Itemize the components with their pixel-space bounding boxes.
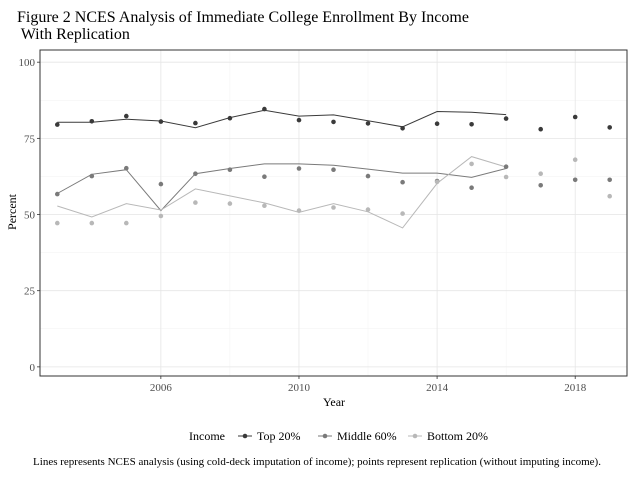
data-point-bottom-20	[365, 207, 371, 212]
y-axis-title: Percent	[5, 193, 19, 230]
legend: Income Top 20% Middle 60% Bottom 20%	[189, 429, 488, 443]
data-point-middle-60	[503, 164, 509, 169]
series-line-middle-60	[57, 163, 507, 212]
data-point-top-20	[89, 119, 95, 124]
x-axis-title: Year	[323, 395, 345, 409]
series-line-top-20	[57, 109, 507, 129]
data-point-top-20	[262, 106, 267, 112]
data-point-top-20	[434, 121, 440, 126]
data-point-middle-60	[400, 179, 405, 185]
data-point-middle-60	[124, 165, 129, 171]
legend-title: Income	[189, 429, 225, 443]
x-tick-label: 2014	[426, 382, 449, 394]
data-point-top-20	[538, 126, 543, 132]
data-point-bottom-20	[331, 205, 336, 210]
legend-key-top-20	[238, 433, 252, 439]
data-point-middle-60	[55, 191, 60, 197]
data-point-top-20	[400, 126, 405, 131]
data-point-middle-60	[296, 166, 302, 171]
data-point-top-20	[365, 121, 371, 126]
y-tick-label: 25	[24, 286, 36, 298]
data-point-bottom-20	[227, 201, 233, 206]
data-point-top-20	[503, 116, 509, 121]
data-point-middle-60	[89, 173, 95, 179]
data-point-bottom-20	[434, 179, 440, 185]
x-tick-label: 2018	[564, 382, 587, 394]
legend-key-point	[412, 433, 418, 439]
legend-label-top-20: Top 20%	[257, 429, 301, 443]
data-point-bottom-20	[503, 174, 509, 180]
chart-caption: Lines represents NCES analysis (using co…	[33, 456, 601, 468]
data-point-top-20	[124, 113, 129, 119]
chart-title: Figure 2 NCES Analysis of Immediate Coll…	[17, 9, 469, 43]
data-point-top-20	[469, 122, 474, 127]
data-point-bottom-20	[607, 193, 612, 199]
data-point-middle-60	[158, 181, 164, 187]
data-point-bottom-20	[55, 220, 60, 226]
data-point-middle-60	[538, 183, 543, 188]
axes: 2006 2010 2014 2018 0 25 50 75 100	[19, 57, 587, 394]
data-point-bottom-20	[469, 161, 474, 167]
panel-border	[39, 49, 628, 377]
data-point-top-20	[572, 114, 578, 120]
data-point-middle-60	[227, 167, 233, 172]
data-point-bottom-20	[400, 211, 405, 216]
data-point-bottom-20	[538, 171, 543, 176]
data-point-bottom-20	[158, 213, 164, 219]
data-point-middle-60	[331, 167, 336, 172]
y-tick-label: 75	[24, 133, 36, 145]
series-lines	[57, 109, 507, 229]
data-point-top-20	[296, 117, 302, 123]
data-point-top-20	[227, 115, 233, 121]
data-point-middle-60	[262, 174, 267, 179]
data-point-bottom-20	[193, 200, 198, 205]
y-tick-label: 50	[24, 210, 36, 222]
data-point-middle-60	[607, 177, 612, 183]
legend-key-point	[322, 433, 328, 439]
legend-key-point	[242, 433, 248, 439]
data-point-top-20	[55, 122, 60, 127]
legend-label-middle-60: Middle 60%	[337, 429, 397, 443]
data-point-middle-60	[193, 171, 198, 176]
data-point-bottom-20	[262, 203, 267, 208]
data-point-top-20	[607, 125, 612, 130]
data-point-middle-60	[365, 173, 371, 179]
data-point-bottom-20	[89, 220, 95, 226]
data-point-bottom-20	[296, 208, 302, 213]
series-line-bottom-20	[57, 156, 507, 229]
data-point-middle-60	[572, 177, 578, 183]
data-point-top-20	[331, 119, 336, 125]
data-point-top-20	[193, 120, 198, 126]
data-point-middle-60	[469, 185, 474, 190]
data-point-bottom-20	[572, 157, 578, 162]
x-tick-label: 2010	[288, 382, 311, 394]
data-point-bottom-20	[124, 220, 129, 226]
legend-key-middle-60	[318, 433, 332, 439]
legend-label-bottom-20: Bottom 20%	[427, 429, 488, 443]
legend-key-bottom-20	[408, 433, 422, 439]
data-point-top-20	[158, 119, 164, 124]
y-tick-label: 0	[30, 362, 36, 374]
series-points	[55, 106, 612, 226]
y-tick-label: 100	[19, 57, 36, 69]
grid	[40, 50, 627, 376]
x-tick-label: 2006	[150, 382, 173, 394]
